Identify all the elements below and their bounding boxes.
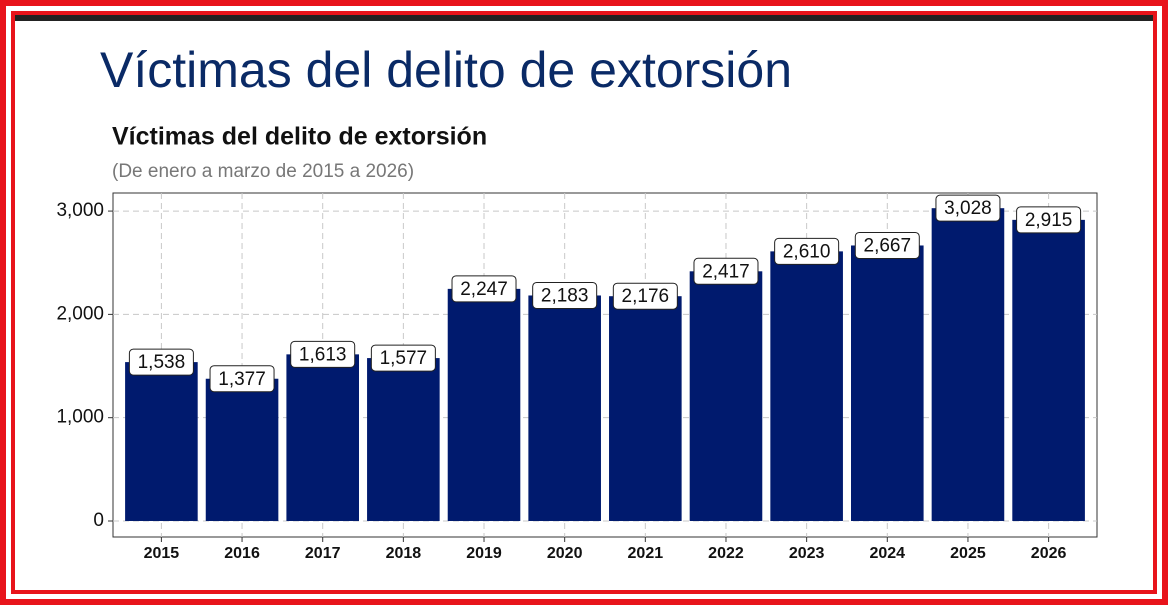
bar	[528, 295, 601, 521]
value-label-box	[854, 231, 920, 259]
value-label-box	[1016, 206, 1082, 234]
value-label: 1,577	[380, 348, 428, 369]
value-label-box	[209, 365, 275, 393]
value-label: 2,610	[783, 241, 831, 262]
value-label-box	[128, 348, 194, 376]
x-tick-label: 2017	[305, 545, 341, 562]
value-label-box	[451, 275, 517, 303]
y-tick-label: 1,000	[56, 407, 104, 428]
x-tick-label: 2026	[1031, 545, 1067, 562]
value-label-box	[532, 281, 598, 309]
value-label: 2,915	[1025, 210, 1073, 231]
chart-title: Víctimas del delito de extorsión	[112, 123, 487, 151]
value-label-box	[774, 237, 840, 265]
bar	[1012, 219, 1085, 521]
x-tick-label: 2025	[950, 545, 986, 562]
value-label-box	[935, 194, 1001, 222]
inner-border	[11, 11, 1157, 594]
value-label: 3,028	[944, 198, 992, 219]
value-label: 2,417	[702, 261, 750, 282]
bar	[689, 271, 763, 521]
bar	[205, 378, 279, 521]
bar	[770, 251, 843, 521]
y-tick-label: 2,000	[56, 303, 104, 324]
x-tick-label: 2018	[386, 545, 422, 562]
x-tick-label: 2023	[789, 545, 825, 562]
x-tick-label: 2016	[224, 545, 260, 562]
top-band	[15, 15, 1153, 21]
bar	[609, 296, 682, 521]
bar	[931, 208, 1005, 521]
value-label: 1,538	[138, 352, 186, 373]
y-tick-label: 0	[93, 510, 104, 531]
value-label-box	[612, 282, 678, 310]
bar	[367, 358, 440, 521]
bar	[286, 354, 359, 521]
bar	[447, 288, 521, 521]
x-tick-label: 2022	[708, 545, 744, 562]
x-tick-label: 2024	[869, 545, 905, 562]
value-label-box	[370, 344, 436, 372]
bar	[125, 362, 198, 521]
value-label: 2,183	[541, 285, 589, 306]
value-label-box	[290, 340, 356, 368]
value-label-box	[693, 257, 759, 285]
value-label: 2,176	[622, 286, 670, 307]
x-tick-label: 2020	[547, 545, 583, 562]
bar	[851, 245, 924, 521]
value-label: 1,613	[299, 344, 347, 365]
slide-title: Víctimas del delito de extorsión	[100, 42, 792, 98]
value-label: 2,667	[864, 235, 912, 256]
value-label: 2,247	[460, 279, 508, 300]
x-tick-label: 2019	[466, 545, 502, 562]
value-label: 1,377	[218, 369, 266, 390]
x-tick-label: 2015	[144, 545, 180, 562]
y-tick-label: 3,000	[56, 200, 104, 221]
chart-subtitle: (De enero a marzo de 2015 a 2026)	[112, 161, 414, 182]
x-tick-label: 2021	[628, 545, 664, 562]
